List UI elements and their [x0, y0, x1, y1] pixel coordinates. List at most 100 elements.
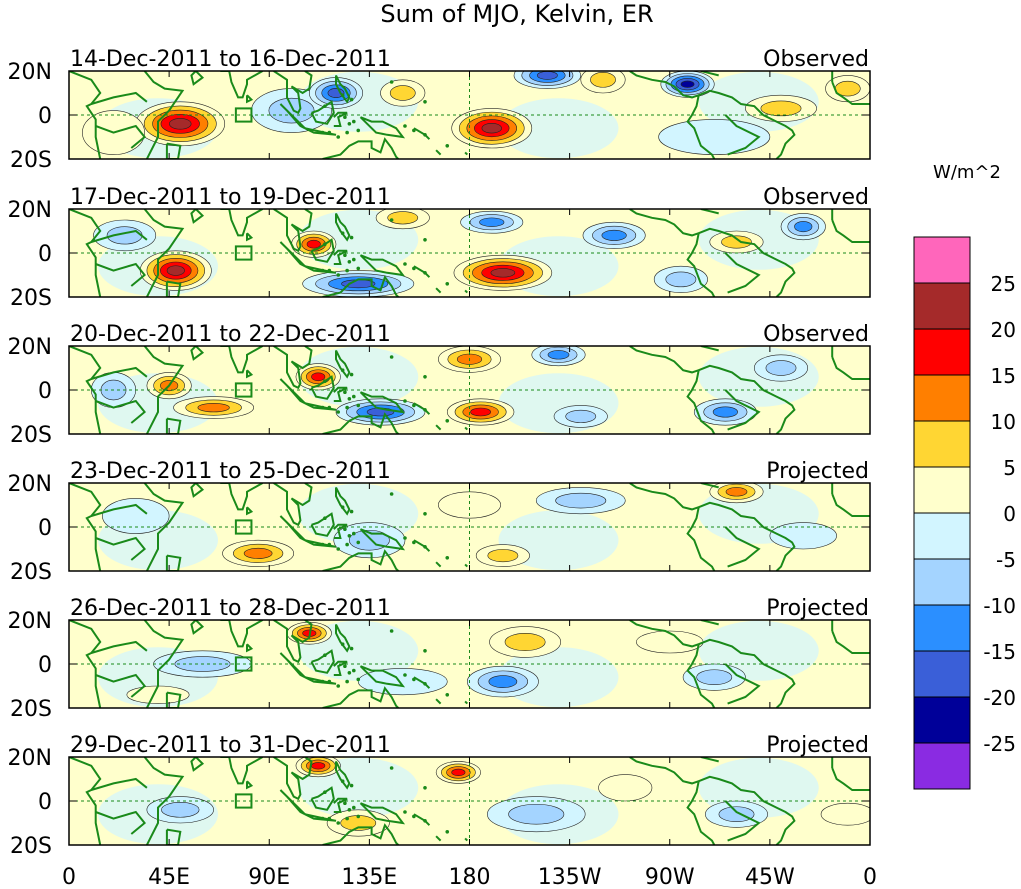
coastline — [831, 81, 870, 105]
island — [327, 542, 332, 547]
island — [327, 816, 332, 821]
island — [412, 266, 416, 271]
y-tick-label: 20S — [10, 148, 52, 173]
island — [445, 419, 450, 423]
map-panel-5: 20N 0 20S 26-Dec-2011 to 28-Dec-2011 Project… — [8, 596, 871, 722]
island — [320, 816, 325, 821]
coastline — [629, 757, 700, 785]
x-tick-label: 0 — [863, 865, 877, 889]
y-tick-label: 0 — [38, 790, 52, 815]
map-panel-3: 20N 0 20S 20-Dec-2011 to 22-Dec-2011 Observe… — [8, 322, 871, 448]
anomaly-contour — [590, 72, 616, 88]
anomaly-contour — [765, 360, 797, 376]
island — [349, 97, 354, 102]
coastline — [165, 828, 182, 845]
map-panel-6: 20N 0 20S 29-Dec-2011 to 31-Dec-2011 Project… — [8, 733, 871, 859]
island — [423, 649, 427, 653]
coastline — [698, 89, 796, 159]
anomaly-contour — [498, 98, 619, 159]
coastline — [322, 686, 400, 708]
coastline — [435, 561, 442, 568]
coastline — [143, 757, 185, 845]
island — [352, 668, 356, 673]
island — [423, 238, 427, 242]
colorbar-swatch — [913, 650, 971, 698]
coastline — [69, 209, 102, 297]
anomaly-contour — [547, 350, 570, 360]
x-tick-label: 0 — [62, 865, 76, 889]
coastline — [698, 227, 796, 297]
coastline — [220, 346, 264, 374]
island — [327, 130, 332, 135]
anomaly-contour — [488, 675, 518, 688]
island — [389, 766, 394, 770]
panel-date-label: 26-Dec-2011 to 28-Dec-2011 — [70, 596, 391, 621]
coastline — [220, 483, 264, 511]
anomaly-contour — [479, 217, 505, 227]
island — [340, 368, 345, 373]
island — [445, 282, 450, 286]
coastline — [273, 757, 313, 801]
anomaly-contour — [470, 407, 492, 417]
coastlines — [69, 346, 870, 434]
coastline — [143, 483, 185, 571]
colorbar-tick-label: -10 — [983, 594, 1016, 618]
anomaly-contour — [268, 97, 315, 124]
colorbar-swatch — [913, 236, 971, 284]
colorbar-swatch — [913, 696, 971, 744]
colorbar-swatch — [913, 420, 971, 468]
island — [356, 677, 361, 682]
coastline — [304, 539, 337, 548]
coastline — [279, 789, 306, 816]
x-tick-label: 45E — [148, 865, 190, 889]
coastline — [246, 232, 254, 242]
coastline — [190, 757, 205, 772]
coastline — [629, 620, 700, 648]
island — [345, 405, 349, 410]
panel-status-label: Observed — [763, 322, 869, 347]
island — [352, 394, 356, 399]
coastline — [435, 149, 442, 156]
colorbar-swatch — [913, 512, 971, 560]
coastline — [831, 630, 870, 654]
anomaly-field — [90, 346, 819, 434]
coastline — [724, 526, 761, 568]
colorbar-units-label: W/m^2 — [933, 162, 1001, 183]
anomaly-contour — [487, 549, 519, 563]
colorbar-tick-label: 15 — [991, 364, 1016, 388]
coastline — [273, 71, 313, 115]
anomaly-contour — [658, 119, 771, 155]
colorbar-tick-label: -5 — [996, 548, 1016, 572]
panel-date-label: 17-Dec-2011 to 19-Dec-2011 — [70, 185, 391, 210]
anomaly-contour — [760, 100, 802, 117]
island — [423, 100, 427, 104]
island — [403, 399, 407, 403]
anomaly-contour — [490, 268, 516, 278]
y-tick-label: 20S — [10, 834, 52, 859]
panel-status-label: Projected — [766, 733, 869, 758]
x-tick-label: 135W — [538, 865, 602, 889]
coastline — [335, 623, 351, 653]
anomaly-contour — [769, 522, 837, 550]
coastline — [91, 640, 148, 654]
coastline — [724, 114, 761, 156]
island — [323, 104, 327, 108]
island — [389, 80, 394, 84]
coastline — [310, 786, 335, 811]
island — [349, 646, 354, 651]
coastline — [69, 71, 102, 159]
y-tick-label: 20N — [8, 609, 52, 634]
coastline — [273, 483, 313, 527]
island — [403, 536, 407, 540]
colorbar-tick-label: 5 — [1003, 456, 1016, 480]
island — [352, 257, 356, 262]
coastline — [279, 652, 306, 679]
coastline — [686, 781, 716, 845]
island — [320, 405, 325, 410]
anomaly-contour — [601, 229, 627, 241]
island — [423, 375, 427, 379]
anomaly-contour — [712, 406, 738, 418]
anomaly-contour — [504, 632, 546, 652]
coastline — [322, 137, 400, 159]
colorbar-swatch — [913, 742, 971, 790]
